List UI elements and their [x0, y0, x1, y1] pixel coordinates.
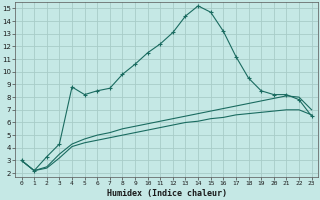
X-axis label: Humidex (Indice chaleur): Humidex (Indice chaleur) [107, 189, 227, 198]
